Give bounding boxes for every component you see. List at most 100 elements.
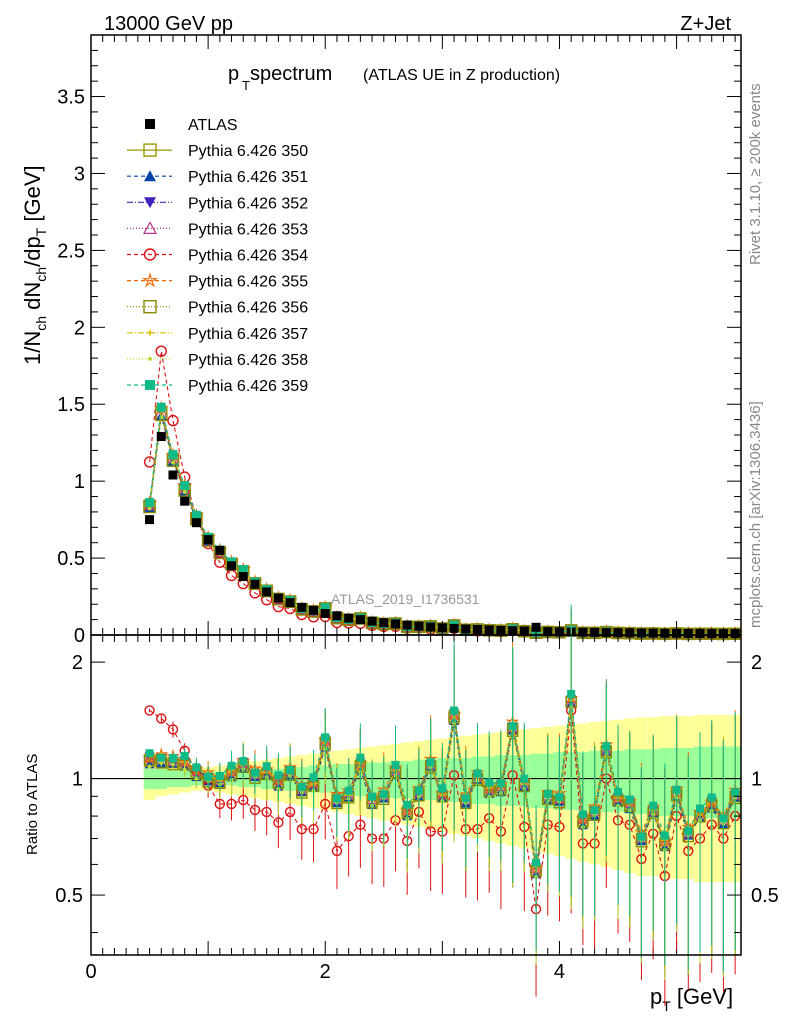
ratio-marker-9 (157, 753, 166, 762)
atlas-data-point (145, 515, 155, 525)
main-marker-9 (145, 498, 155, 508)
legend-marker (148, 356, 152, 361)
legend-marker (147, 329, 153, 336)
ratio-marker-9 (590, 806, 599, 815)
ratio-marker-9 (450, 706, 459, 715)
ratio-marker-4 (226, 798, 237, 810)
legend-marker (144, 170, 156, 182)
legend-entry: Pythia 6.426 350 (127, 143, 308, 160)
ratio-marker-4 (249, 804, 261, 816)
atlas-data-point (297, 602, 307, 612)
ratio-marker-9 (227, 761, 236, 770)
ratio-band-green (530, 753, 542, 808)
ratio-y-tick-label: 1 (72, 769, 83, 791)
ratio-marker-9 (239, 757, 248, 766)
ratio-marker-4 (355, 819, 366, 830)
main-plot-panel: 0 0.5 1 1.5 2 2.5 3 3.5 (57, 34, 743, 955)
atlas-data-point (344, 613, 354, 623)
atlas-data-point (320, 608, 330, 618)
atlas-data-point (180, 496, 190, 506)
legend-entry: ATLAS (145, 117, 238, 134)
ratio-marker-9 (403, 800, 412, 809)
ratio-marker-4 (214, 798, 226, 810)
legend-label: Pythia 6.426 357 (188, 326, 308, 343)
ratio-marker-9 (368, 792, 377, 801)
ratio-marker-9 (180, 751, 189, 760)
atlas-data-point (250, 579, 260, 589)
main-marker-9 (180, 480, 190, 490)
atlas-data-point (262, 587, 272, 597)
energy-label: 13000 GeV pp (104, 13, 233, 35)
ratio-marker-4 (238, 794, 249, 806)
ratio-marker-9 (274, 771, 283, 780)
y-tick-label: 2.5 (57, 240, 85, 262)
y-tick-label: 1.5 (57, 394, 85, 416)
ratio-marker-9 (719, 814, 728, 823)
x-tick-label: 4 (554, 961, 565, 983)
ratio-marker-9 (356, 753, 365, 762)
ratio-marker-9 (625, 795, 634, 804)
ratio-marker-9 (473, 769, 482, 778)
legend-label: Pythia 6.426 355 (188, 274, 308, 291)
ratio-frame (90, 634, 742, 956)
atlas-data-point (367, 616, 377, 626)
ratio-marker-9 (426, 758, 435, 767)
y-axis-label-main: 1/Nch dNch/dpT [GeV] (20, 165, 49, 365)
ratio-marker-9 (567, 689, 576, 698)
main-marker-9 (168, 450, 178, 460)
legend-entry: Pythia 6.426 355 (127, 272, 308, 291)
legend-label: Pythia 6.426 359 (188, 378, 308, 395)
chart-title: p T spectrum (ATLAS UE in Z production) (228, 63, 560, 93)
legend-label: Pythia 6.426 351 (188, 169, 308, 186)
main-marker-9 (320, 603, 330, 613)
ratio-marker-8 (194, 776, 199, 781)
legend-marker (145, 380, 155, 390)
x-tick-label: 0 (85, 961, 96, 983)
ratio-marker-9 (508, 722, 517, 731)
ratio-marker-9 (485, 778, 494, 787)
ratio-marker-9 (438, 784, 447, 793)
legend-entry: Pythia 6.426 358 (127, 352, 308, 369)
y-tick-label: 3.5 (57, 87, 85, 109)
ratio-marker-8 (159, 760, 164, 765)
ratio-marker-9 (555, 792, 564, 801)
ratio-y-tick-label: 2 (72, 652, 83, 674)
x-axis-label: pT [GeV] (650, 984, 733, 1014)
ratio-line-8 (149, 705, 736, 877)
ratio-marker-9 (496, 779, 505, 788)
legend-marker (143, 300, 157, 314)
atlas-data-point (355, 615, 365, 625)
ratio-marker-9 (520, 774, 529, 783)
main-marker-9 (156, 402, 166, 412)
ratio-marker-9 (192, 763, 201, 772)
legend-label: Pythia 6.426 354 (188, 248, 308, 265)
y-tick-label: 0 (74, 625, 85, 647)
main-marker-9 (238, 565, 248, 575)
atlas-data-point (379, 618, 389, 628)
ratio-marker-9 (379, 790, 388, 799)
atlas-data-point (203, 535, 213, 545)
process-label: Z+Jet (680, 13, 731, 35)
atlas-data-point (273, 593, 283, 603)
ratio-marker-4 (284, 806, 296, 818)
ratio-marker-9 (262, 762, 271, 771)
atlas-data-point (215, 545, 225, 555)
y-tick-label: 3 (74, 163, 85, 185)
atlas-data-point (238, 572, 248, 582)
ratio-marker-8 (147, 764, 152, 769)
ratio-y-tick-label-right: 0.5 (751, 885, 779, 907)
ratio-marker-9 (637, 832, 646, 841)
ratio-marker-4 (167, 724, 179, 735)
main-marker-4 (167, 414, 179, 427)
ratio-marker-9 (204, 772, 213, 781)
ratio-marker-9 (309, 773, 318, 782)
legend-entry: Pythia 6.426 353 (127, 221, 308, 238)
ratio-marker-8 (182, 767, 187, 772)
ratio-marker-9 (297, 782, 306, 791)
atlas-data-point (391, 619, 401, 629)
main-marker-8 (170, 460, 175, 465)
ratio-marker-9 (602, 742, 611, 751)
legend-label: Pythia 6.426 356 (188, 300, 308, 317)
ratio-marker-9 (707, 793, 716, 802)
